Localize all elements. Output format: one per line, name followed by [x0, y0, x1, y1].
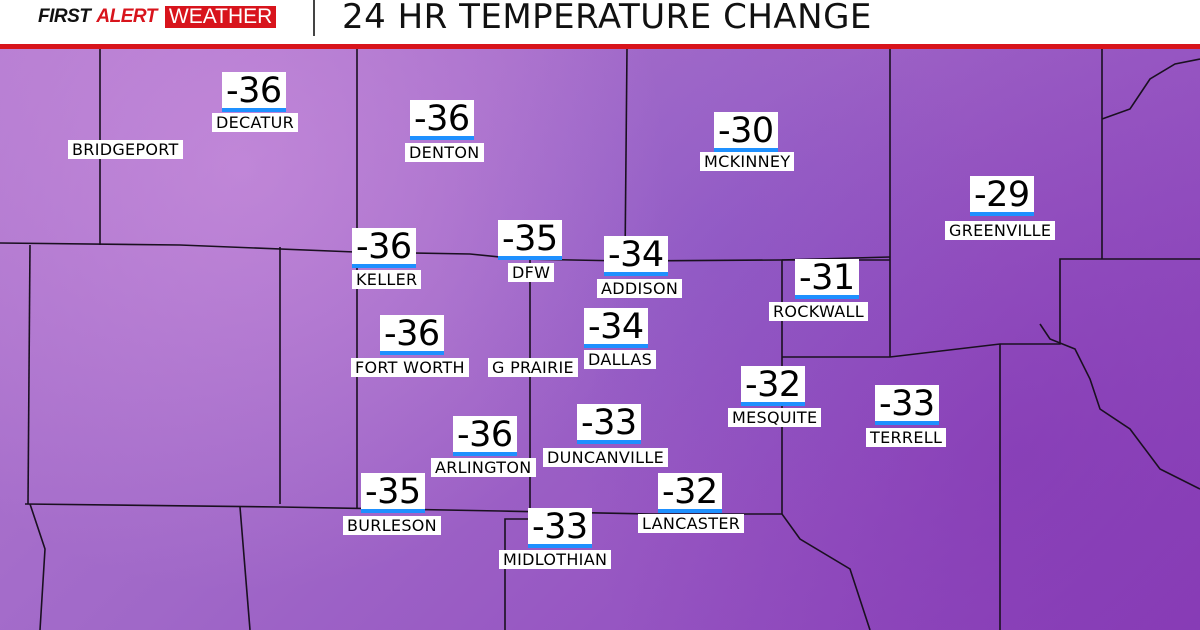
- temperature-change-value: -36: [222, 72, 286, 112]
- station-name-label: G PRAIRIE: [488, 358, 578, 377]
- station-name-label: KELLER: [352, 270, 422, 289]
- temperature-change-value: -30: [714, 112, 778, 152]
- station-name-label: ADDISON: [597, 279, 683, 298]
- logo-first: FIRST: [38, 6, 91, 27]
- station-name-label: MCKINNEY: [700, 152, 795, 171]
- logo-weather: WEATHER: [164, 6, 277, 28]
- temperature-change-value: -33: [875, 385, 939, 425]
- temperature-change-value: -33: [528, 508, 592, 548]
- station-name-label: DALLAS: [584, 350, 657, 369]
- header-divider: [313, 0, 315, 36]
- temperature-change-value: -36: [380, 315, 444, 355]
- station-name-label: GREENVILLE: [945, 221, 1056, 240]
- temperature-change-value: -29: [970, 176, 1034, 216]
- temperature-change-value: -32: [741, 366, 805, 406]
- temperature-change-value: -36: [352, 228, 416, 268]
- station-name-label: LANCASTER: [638, 514, 745, 533]
- station-name-label: DFW: [508, 263, 555, 282]
- logo-alert: ALERT: [96, 6, 157, 27]
- station-name-label: DECATUR: [212, 113, 299, 132]
- header-bar: FIRST ALERT WEATHER 24 HR TEMPERATURE CH…: [0, 0, 1200, 44]
- station-name-label: ARLINGTON: [431, 458, 536, 477]
- temperature-change-value: -35: [361, 473, 425, 513]
- station-name-label: DENTON: [405, 143, 484, 162]
- temperature-map: -36 DECATUR BRIDGEPORT -36 DENTON -30 MCKINNEY…: [0, 49, 1200, 630]
- temperature-change-value: -36: [410, 100, 474, 140]
- station-name-label: ROCKWALL: [769, 302, 868, 321]
- temperature-change-value: -35: [498, 220, 562, 260]
- page-title: 24 HR TEMPERATURE CHANGE: [342, 0, 872, 37]
- temperature-change-value: -36: [453, 416, 517, 456]
- station-name-label: FORT WORTH: [351, 358, 469, 377]
- station-name-label: TERRELL: [866, 428, 947, 447]
- station-name-label: BRIDGEPORT: [68, 140, 183, 159]
- header-accent-line: [0, 44, 1200, 49]
- station-name-label: DUNCANVILLE: [543, 448, 668, 467]
- first-alert-weather-logo: FIRST ALERT WEATHER: [38, 6, 277, 28]
- station-name-label: BURLESON: [343, 516, 441, 535]
- station-name-label: MIDLOTHIAN: [499, 550, 612, 569]
- temperature-change-value: -31: [795, 259, 859, 299]
- temperature-change-value: -32: [658, 473, 722, 513]
- temperature-change-value: -33: [577, 404, 641, 444]
- station-name-label: MESQUITE: [728, 408, 822, 427]
- temperature-change-value: -34: [584, 308, 648, 348]
- temperature-change-value: -34: [604, 236, 668, 276]
